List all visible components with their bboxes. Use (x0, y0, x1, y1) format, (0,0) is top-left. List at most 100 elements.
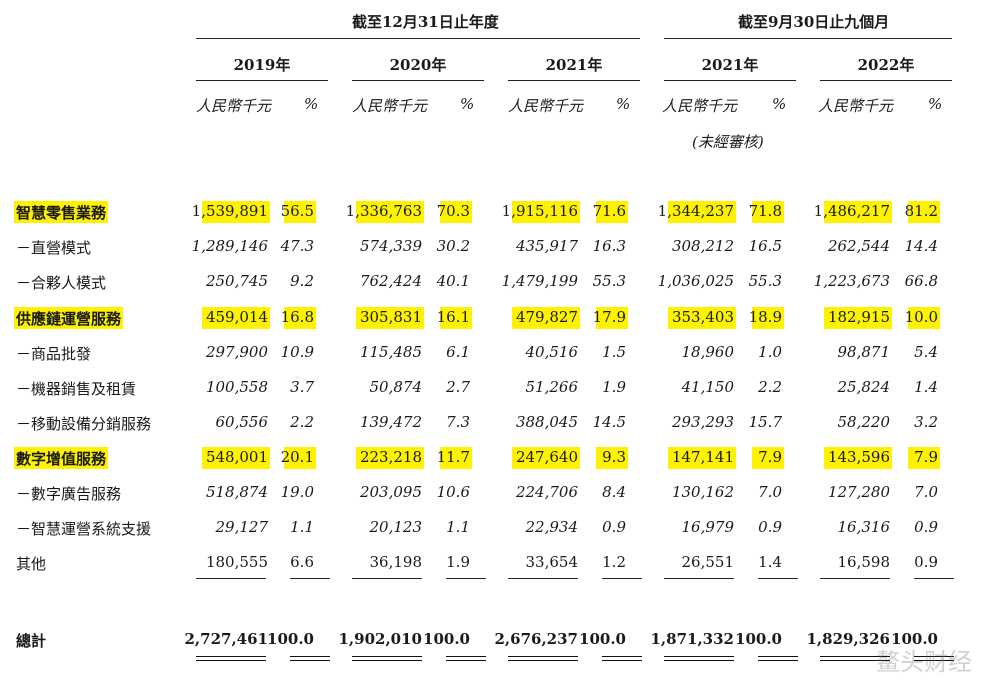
amount-cell: 1,036,025 (657, 272, 734, 290)
percent-cell: 0.9 (914, 553, 938, 571)
percent-cell: 1.5 (602, 343, 626, 361)
highlight (824, 307, 892, 329)
amount-cell: 518,874 (205, 483, 268, 501)
pct-header: % (460, 95, 475, 113)
row-label: －智慧運營系統支援 (16, 520, 152, 538)
subtotal-rule (446, 578, 486, 579)
amount-cell: 762,424 (359, 272, 422, 290)
year-header: 2022年 (857, 56, 915, 74)
percent-cell: 6.1 (446, 343, 470, 361)
header-group-9m: 截至9月30日止九個月 (738, 13, 890, 31)
percent-cell: 19.0 (280, 483, 314, 501)
amount-cell: 16,979 (681, 518, 735, 536)
total-amount: 2,727,461 (184, 630, 268, 648)
percent-cell: 16.1 (436, 308, 470, 326)
highlight (14, 201, 108, 223)
percent-cell: 10.9 (280, 343, 314, 361)
percent-cell: 6.6 (290, 553, 314, 571)
amount-cell: 223,218 (359, 448, 422, 466)
highlight (284, 447, 316, 469)
header-rule-9m (664, 38, 952, 39)
amount-cell: 33,654 (525, 553, 579, 571)
total-amount: 1,871,332 (650, 630, 734, 648)
percent-cell: 7.3 (446, 413, 470, 431)
highlight (908, 307, 940, 329)
unit-header: 人民幣千元 (818, 97, 894, 115)
header-rule-fy (196, 38, 640, 39)
highlight (284, 201, 316, 223)
percent-cell: 55.3 (748, 272, 782, 290)
watermark: 鳌头财经 (876, 648, 972, 676)
highlight (752, 307, 784, 329)
percent-cell: 2.2 (758, 378, 782, 396)
percent-cell: 1.4 (758, 553, 782, 571)
row-label: －移動設備分銷服務 (16, 415, 152, 433)
amount-cell: 1,539,891 (191, 202, 268, 220)
amount-cell: 224,706 (515, 483, 578, 501)
amount-cell: 147,141 (671, 448, 734, 466)
pct-header: % (928, 95, 943, 113)
total-percent: 100.0 (735, 630, 782, 648)
percent-cell: 9.2 (290, 272, 314, 290)
percent-cell: 2.2 (290, 413, 314, 431)
pct-header: % (304, 95, 319, 113)
highlight (752, 447, 784, 469)
amount-cell: 130,162 (671, 483, 734, 501)
highlight (908, 447, 940, 469)
total-double-rule (664, 656, 734, 661)
percent-cell: 1.4 (914, 378, 938, 396)
percent-cell: 1.0 (758, 343, 782, 361)
highlight (356, 307, 424, 329)
percent-cell: 71.6 (592, 202, 626, 220)
percent-cell: 7.0 (914, 483, 938, 501)
percent-cell: 0.9 (914, 518, 938, 536)
percent-cell: 20.1 (280, 448, 314, 466)
unit-header: 人民幣千元 (352, 97, 428, 115)
year-header: 2021年 (545, 56, 603, 74)
year-header: 2019年 (233, 56, 291, 74)
percent-cell: 8.4 (602, 483, 626, 501)
total-double-rule (508, 656, 578, 661)
year-rule (664, 80, 796, 81)
highlight (202, 307, 270, 329)
row-label: －數字廣告服務 (16, 485, 122, 503)
percent-cell: 14.5 (592, 413, 626, 431)
percent-cell: 1.1 (290, 518, 314, 536)
highlight (14, 307, 123, 329)
percent-cell: 17.9 (592, 308, 626, 326)
amount-cell: 127,280 (827, 483, 890, 501)
percent-cell: 5.4 (914, 343, 938, 361)
percent-cell: 1.9 (602, 378, 626, 396)
highlight (440, 201, 472, 223)
percent-cell: 47.3 (280, 237, 314, 255)
highlight (668, 447, 736, 469)
subtotal-rule (914, 578, 954, 579)
highlight (440, 447, 472, 469)
subtotal-rule (664, 578, 734, 579)
amount-cell: 25,824 (837, 378, 891, 396)
subtotal-rule (290, 578, 330, 579)
highlight (284, 307, 316, 329)
percent-cell: 0.9 (602, 518, 626, 536)
percent-cell: 7.0 (758, 483, 782, 501)
amount-cell: 1,289,146 (191, 237, 268, 255)
year-header: 2021年 (701, 56, 759, 74)
highlight (14, 447, 108, 469)
highlight (440, 307, 472, 329)
highlight (512, 201, 580, 223)
percent-cell: 10.6 (436, 483, 470, 501)
amount-cell: 36,198 (369, 553, 423, 571)
highlight (668, 201, 736, 223)
percent-cell: 16.8 (280, 308, 314, 326)
subtotal-rule (602, 578, 642, 579)
percent-cell: 70.3 (436, 202, 470, 220)
percent-cell: 18.9 (748, 308, 782, 326)
amount-cell: 29,127 (215, 518, 269, 536)
row-label: －商品批發 (16, 345, 92, 363)
percent-cell: 3.7 (290, 378, 314, 396)
year-rule (352, 80, 484, 81)
total-double-rule (602, 656, 642, 661)
amount-cell: 247,640 (515, 448, 578, 466)
total-percent: 100.0 (579, 630, 626, 648)
year-rule (820, 80, 952, 81)
